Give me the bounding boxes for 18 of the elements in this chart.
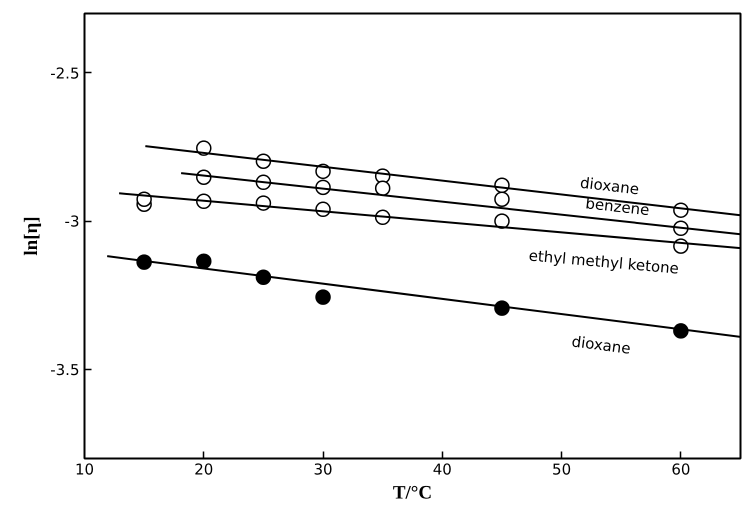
point [494,213,510,229]
text: dioxane [570,332,632,358]
point [494,191,510,207]
point [374,180,390,196]
y-tick-label: -3 [64,212,80,231]
point [315,289,331,305]
x-tick-label: 20 [194,460,214,478]
x-tick-label: 60 [671,460,690,478]
y-axis-title: ln[η] [21,216,42,256]
x-tick-label: 40 [432,460,452,478]
x-tick-label: 30 [314,460,333,478]
x-tick-label: 10 [74,460,94,478]
x-tick-label: 50 [552,460,572,478]
text: ethyl methyl ketone [528,246,680,278]
x-axis-title: T/°C [392,482,432,504]
y-tick-label: -3.5 [50,361,80,379]
y-tick-label: -2.5 [50,64,80,82]
point [196,253,212,269]
